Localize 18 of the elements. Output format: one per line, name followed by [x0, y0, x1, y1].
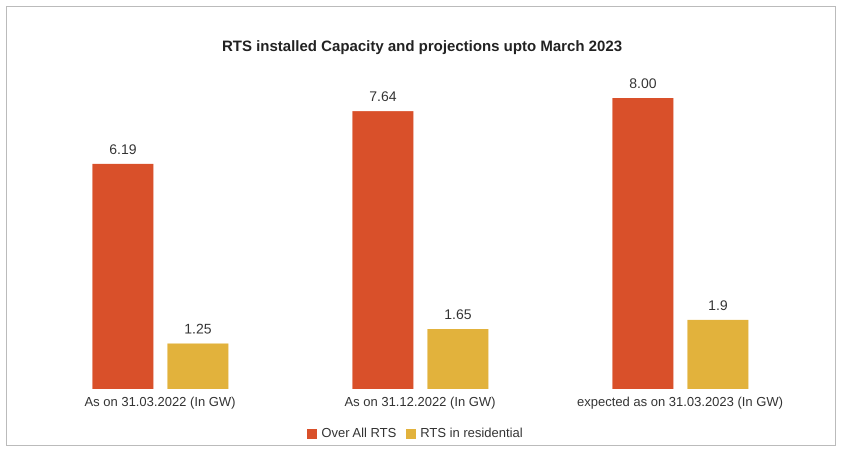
chart-title: RTS installed Capacity and projections upto March 2023	[220, 38, 624, 55]
data-label: 8.00	[629, 75, 657, 91]
data-label: 6.19	[109, 140, 137, 157]
data-label: 1.9	[708, 296, 728, 313]
data-label: 7.64	[369, 88, 397, 104]
bar	[352, 111, 414, 389]
x-tick-label: expected as on 31.03.2023 (In GW)	[577, 394, 783, 410]
bar	[92, 164, 154, 389]
bar	[612, 98, 674, 389]
bar	[427, 328, 488, 389]
x-tick-label: As on 31.12.2022 (In GW)	[344, 394, 496, 410]
data-label: 1.25	[184, 320, 212, 337]
x-tick-label: As on 31.03.2022 (In GW)	[84, 394, 236, 410]
legend-label: Over All RTS	[321, 425, 396, 440]
data-label: 1.65	[444, 306, 472, 322]
bar	[687, 320, 748, 389]
legend-label: RTS in residential	[420, 425, 523, 440]
bar	[167, 344, 228, 389]
